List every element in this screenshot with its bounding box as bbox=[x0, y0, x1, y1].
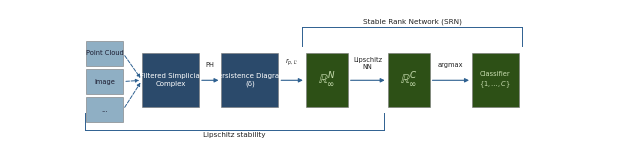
Text: Filtered Simplicial
Complex: Filtered Simplicial Complex bbox=[140, 73, 202, 87]
Text: Lipschitz
NN: Lipschitz NN bbox=[353, 57, 382, 70]
Text: Persistence Diagram
(ẟ): Persistence Diagram (ẟ) bbox=[214, 73, 286, 87]
Text: Stable Rank Network (SRN): Stable Rank Network (SRN) bbox=[363, 19, 461, 25]
Text: $\mathbb{R}_\infty^N$: $\mathbb{R}_\infty^N$ bbox=[318, 71, 335, 89]
FancyBboxPatch shape bbox=[388, 53, 429, 107]
FancyBboxPatch shape bbox=[86, 41, 123, 66]
FancyBboxPatch shape bbox=[86, 69, 123, 94]
Text: $\mathbb{R}_\infty^C$: $\mathbb{R}_\infty^C$ bbox=[400, 71, 417, 89]
Text: argmax: argmax bbox=[438, 62, 463, 68]
FancyBboxPatch shape bbox=[306, 53, 348, 107]
Text: PH: PH bbox=[205, 62, 214, 68]
Text: Lipschitz stability: Lipschitz stability bbox=[203, 132, 266, 138]
Text: Image: Image bbox=[94, 79, 115, 85]
Text: ...: ... bbox=[101, 107, 108, 113]
Text: $r_{p,L'}$: $r_{p,L'}$ bbox=[285, 57, 299, 68]
FancyBboxPatch shape bbox=[221, 53, 278, 107]
FancyBboxPatch shape bbox=[86, 97, 123, 122]
Text: Classifier
$\{1,\ldots,C\}$: Classifier $\{1,\ldots,C\}$ bbox=[479, 71, 511, 90]
Text: Point Cloud: Point Cloud bbox=[86, 50, 124, 56]
FancyBboxPatch shape bbox=[142, 53, 199, 107]
FancyBboxPatch shape bbox=[472, 53, 519, 107]
